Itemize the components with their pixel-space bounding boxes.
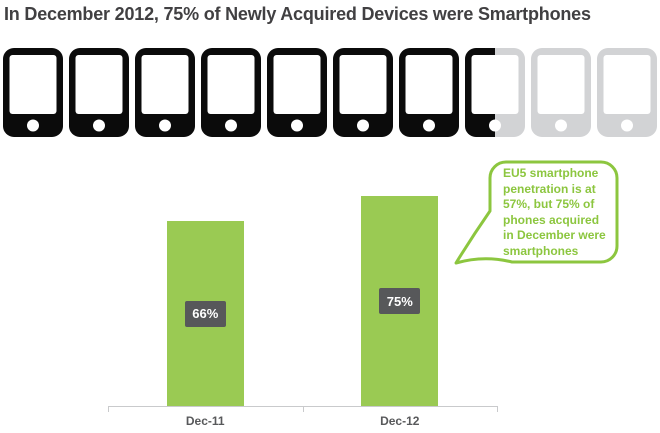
bar-value-label: 75% (379, 288, 421, 314)
smartphone-icon (531, 48, 591, 137)
page-title: In December 2012, 75% of Newly Acquired … (4, 4, 591, 24)
callout-bubble (454, 160, 619, 265)
x-axis-label: Dec-12 (380, 414, 420, 428)
device-penetration-row (3, 48, 657, 137)
smartphone-icon (267, 48, 327, 137)
axis-tick (302, 406, 304, 412)
axis-tick (108, 406, 109, 412)
smartphone-icon (69, 48, 129, 137)
bar-value-label: 66% (184, 300, 226, 327)
axis-tick (497, 406, 498, 412)
callout-text: EU5 smartphone penetration is at 57%, bu… (503, 166, 606, 258)
smartphone-icon (399, 48, 459, 137)
callout-bubble-shape (454, 160, 619, 265)
smartphone-icon (3, 48, 63, 137)
smartphone-icon (333, 48, 393, 137)
smartphone-icon (465, 48, 525, 137)
x-axis-label: Dec-11 (185, 414, 225, 428)
smartphone-icon (597, 48, 657, 137)
smartphone-icon (201, 48, 261, 137)
smartphone-icon (135, 48, 195, 137)
